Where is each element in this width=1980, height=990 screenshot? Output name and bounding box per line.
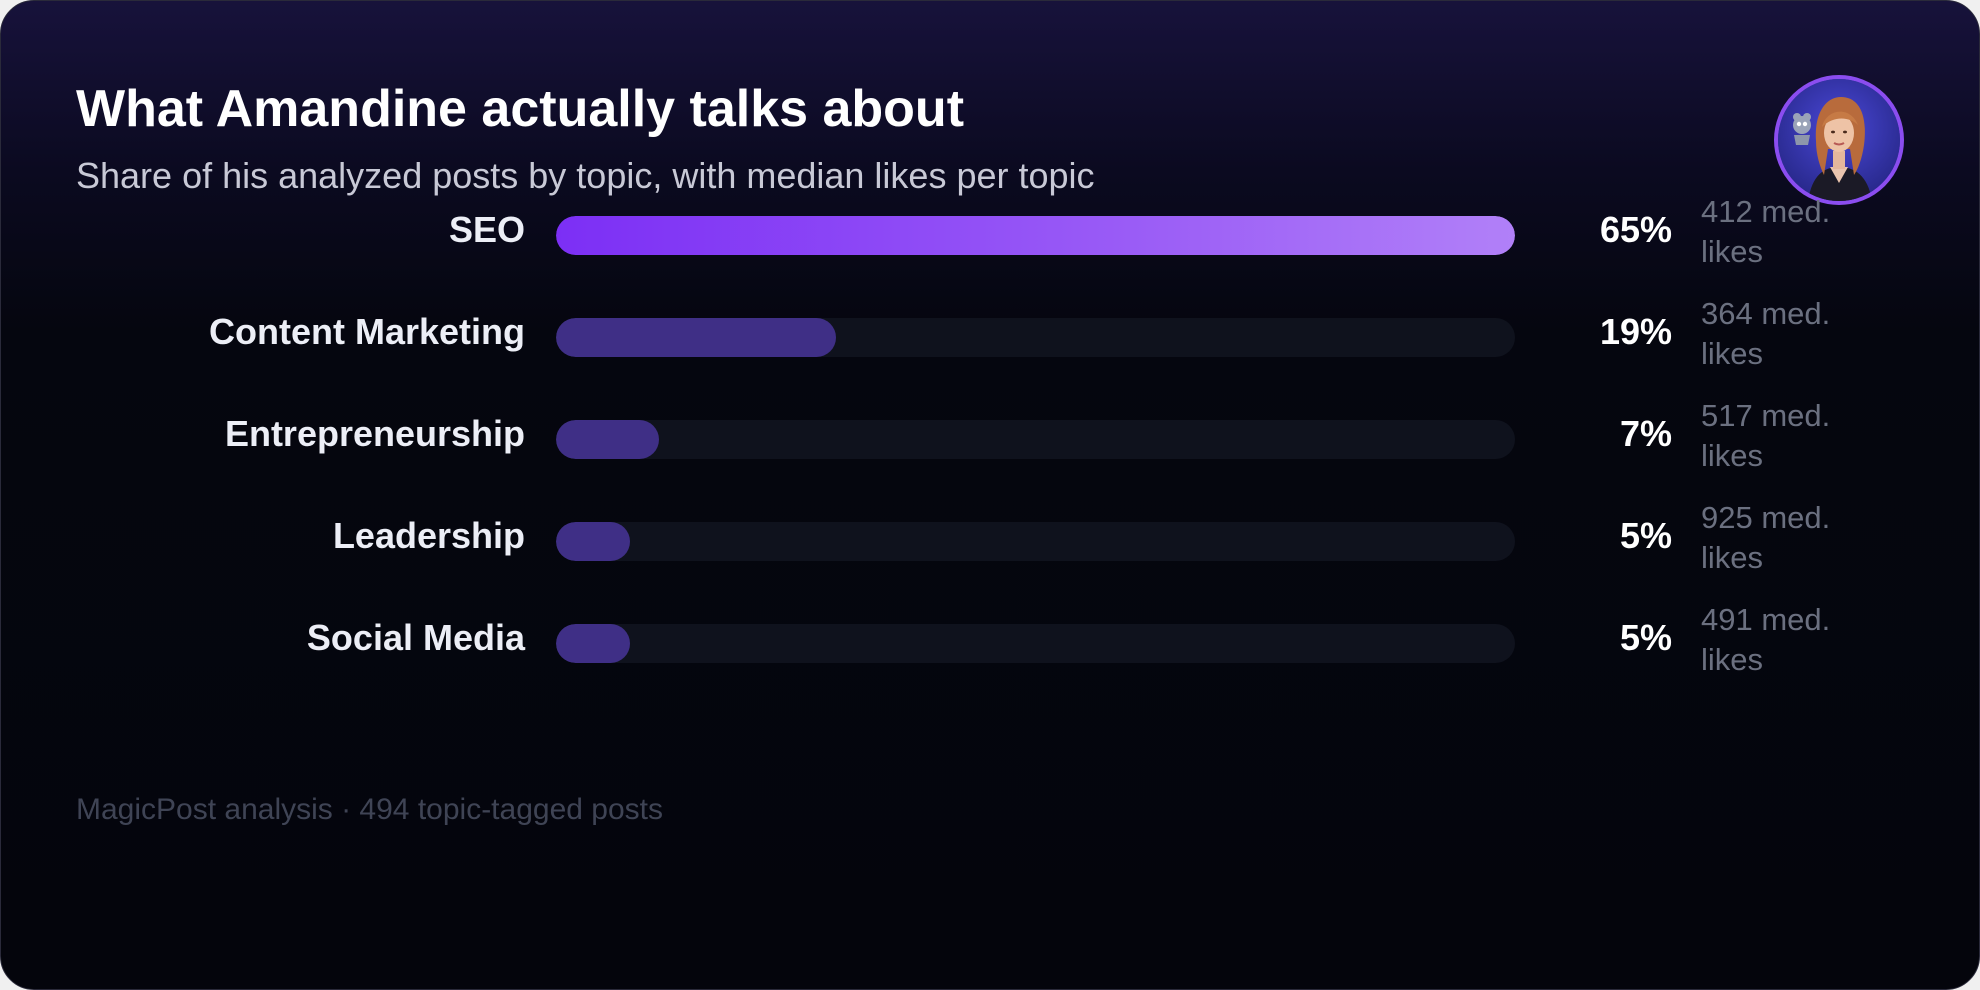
median-likes-label: 925 med. likes [1701,500,1831,575]
bar-track [556,420,1515,459]
bar-value-label: 19% [1599,311,1672,352]
footer-note: MagicPost analysis · 494 topic-tagged po… [76,793,663,826]
bar-track [556,216,1515,255]
bar [556,522,630,561]
median-likes-label: 412 med. likes [1701,194,1831,269]
bar [556,420,659,459]
bar-row: Social Media 5% 491 med. likes [1,595,1979,685]
chart-subtitle: Share of his analyzed posts by topic, wi… [76,155,1095,196]
chart-title: What Amandine actually talks about [76,80,965,138]
median-likes-label: 491 med. likes [1701,602,1831,677]
bar-category-label: Content Marketing [208,311,525,352]
bar-category-label: Entrepreneurship [224,413,525,454]
avatar [1774,75,1904,205]
bar-value-label: 5% [1619,617,1672,658]
median-likes-label: 364 med. likes [1701,296,1831,371]
bar-category-label: Leadership [332,515,525,556]
bar-track [556,318,1515,357]
bar-value-label: 7% [1619,413,1672,454]
bar-row: Entrepreneurship 7% 517 med. likes [1,391,1979,481]
bar [556,318,836,357]
bar-row: Leadership 5% 925 med. likes [1,493,1979,583]
bar-value-label: 65% [1599,209,1672,250]
bar-row: Content Marketing 19% 364 med. likes [1,289,1979,379]
bar-track [556,624,1515,663]
bar-category-label: SEO [448,209,525,250]
bar-track [556,522,1515,561]
bar-value-label: 5% [1619,515,1672,556]
bar-row: SEO 65% 412 med. likes [1,187,1979,277]
bar-category-label: Social Media [306,617,525,658]
bar [556,624,630,663]
median-likes-label: 517 med. likes [1701,398,1831,473]
bar [556,216,1515,255]
avatar-portrait-icon [1778,79,1900,201]
